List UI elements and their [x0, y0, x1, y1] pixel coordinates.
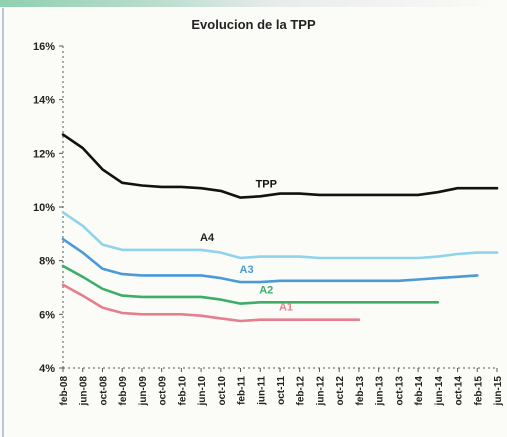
series-label-tpp: TPP: [256, 178, 277, 190]
x-tick-label: feb-08: [59, 376, 70, 406]
y-tick-label: 4%: [39, 363, 55, 375]
left-edge-border: [2, 8, 4, 437]
series-line-a2: [61, 264, 440, 305]
series-line-a4: [61, 211, 499, 260]
series-labels: TPP A4 A3 A2 A1: [200, 178, 293, 313]
x-tick-label: jun-11: [256, 376, 267, 406]
x-tick-label: jun-13: [375, 376, 386, 407]
top-color-strip: [0, 0, 507, 7]
series-line-tpp: [61, 133, 499, 199]
x-tick-label: feb-10: [177, 376, 188, 406]
x-tick-label: oct-08: [98, 376, 109, 406]
chart-axes: 4% 6% 8% 10% 12% 14% 16% feb-08 jun-08 oct-08 feb-…: [33, 41, 504, 406]
x-tick-label: oct-09: [158, 376, 169, 406]
x-tick-label: jun-12: [315, 376, 326, 407]
x-tick-label: feb-11: [237, 376, 248, 405]
x-tick-label: jun-15: [493, 376, 504, 407]
series-label-a1: A1: [279, 302, 293, 314]
series-lines: [61, 133, 499, 323]
x-tick-label: feb-14: [414, 376, 425, 406]
x-tick-label: oct-12: [335, 376, 346, 406]
x-tick-label: feb-13: [355, 376, 366, 406]
x-tick-label: oct-11: [276, 376, 287, 405]
series-line-a3: [61, 237, 479, 284]
y-tick-label: 8%: [39, 256, 55, 268]
x-tick-label: oct-14: [454, 376, 465, 406]
chart-title: Evolucion de la TPP: [191, 17, 316, 32]
y-tick-label: 10%: [33, 202, 55, 214]
x-tick-label: jun-14: [434, 376, 445, 407]
y-tick-label: 12%: [33, 148, 55, 160]
series-label-a4: A4: [200, 232, 215, 244]
x-tick-label: feb-09: [118, 376, 129, 406]
series-label-a2: A2: [259, 284, 273, 296]
x-tick-label: jun-08: [79, 376, 90, 407]
x-tick-label: jun-09: [138, 376, 149, 407]
series-line-a1: [61, 283, 361, 323]
x-tick-label: feb-12: [296, 376, 307, 406]
x-tick-label: oct-10: [217, 376, 228, 406]
y-tick-label: 14%: [33, 95, 55, 107]
series-label-a3: A3: [240, 264, 254, 276]
x-tick-label: feb-15: [473, 376, 484, 406]
y-tick-label: 6%: [39, 309, 55, 321]
x-tick-label: jun-10: [197, 376, 208, 407]
y-tick-label: 16%: [33, 41, 55, 53]
x-tick-label: oct-13: [394, 376, 405, 406]
